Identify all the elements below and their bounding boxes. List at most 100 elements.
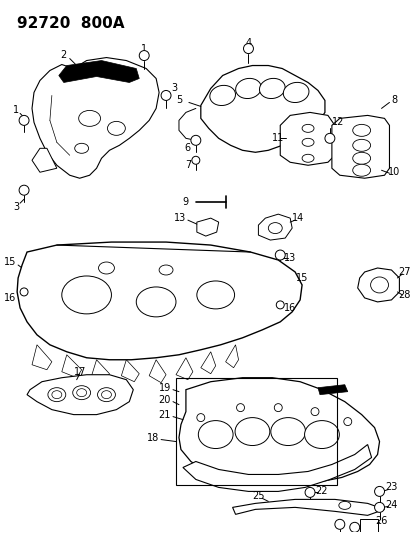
Ellipse shape	[259, 78, 285, 99]
Text: 3: 3	[13, 202, 19, 212]
Text: 27: 27	[397, 267, 410, 277]
Ellipse shape	[235, 78, 261, 99]
Text: 23: 23	[385, 482, 397, 492]
Circle shape	[139, 51, 149, 61]
Circle shape	[304, 487, 314, 497]
Text: 18: 18	[147, 433, 159, 442]
Polygon shape	[149, 360, 166, 383]
Text: 25: 25	[252, 491, 264, 502]
Ellipse shape	[136, 287, 176, 317]
Circle shape	[343, 417, 351, 425]
Polygon shape	[331, 116, 389, 178]
Polygon shape	[32, 148, 57, 172]
Ellipse shape	[101, 391, 111, 399]
Bar	[176, 378, 336, 486]
Ellipse shape	[352, 152, 370, 164]
Polygon shape	[200, 66, 324, 152]
Polygon shape	[121, 360, 139, 382]
Ellipse shape	[282, 83, 308, 102]
Polygon shape	[59, 61, 139, 83]
Polygon shape	[22, 262, 40, 278]
Circle shape	[324, 133, 334, 143]
Polygon shape	[258, 214, 292, 240]
Ellipse shape	[78, 110, 100, 126]
Ellipse shape	[270, 417, 305, 446]
Polygon shape	[178, 378, 379, 484]
Polygon shape	[183, 445, 371, 491]
Ellipse shape	[301, 139, 313, 147]
Ellipse shape	[370, 277, 387, 293]
Text: 2: 2	[61, 50, 67, 60]
Circle shape	[190, 135, 200, 146]
Circle shape	[236, 403, 244, 411]
Circle shape	[161, 91, 171, 100]
Text: 20: 20	[158, 394, 171, 405]
Text: 15: 15	[295, 273, 308, 283]
Polygon shape	[357, 268, 399, 302]
Text: 26: 26	[375, 516, 387, 526]
Ellipse shape	[235, 417, 269, 446]
Polygon shape	[232, 499, 384, 515]
Circle shape	[374, 503, 384, 512]
Circle shape	[275, 250, 285, 260]
Text: 1: 1	[141, 44, 147, 54]
Text: 28: 28	[397, 290, 410, 300]
Text: 15: 15	[4, 257, 16, 267]
Ellipse shape	[352, 164, 370, 176]
Ellipse shape	[107, 122, 125, 135]
Polygon shape	[17, 242, 301, 360]
Circle shape	[349, 522, 359, 532]
Ellipse shape	[198, 421, 233, 449]
Polygon shape	[176, 358, 192, 379]
Ellipse shape	[74, 143, 88, 154]
Polygon shape	[200, 352, 215, 374]
Text: 13: 13	[173, 213, 185, 223]
Text: 16: 16	[4, 293, 16, 303]
Circle shape	[191, 156, 199, 164]
Text: 6: 6	[184, 143, 190, 154]
Ellipse shape	[159, 265, 173, 275]
Circle shape	[274, 403, 282, 411]
Text: 8: 8	[390, 95, 396, 106]
Ellipse shape	[301, 124, 313, 132]
Text: 16: 16	[283, 303, 296, 313]
Polygon shape	[27, 375, 133, 415]
Circle shape	[19, 116, 29, 125]
Polygon shape	[62, 355, 81, 378]
Text: 19: 19	[159, 383, 171, 393]
Text: 11: 11	[271, 133, 284, 143]
Circle shape	[374, 487, 384, 496]
Circle shape	[310, 408, 318, 416]
Ellipse shape	[73, 386, 90, 400]
Polygon shape	[278, 276, 295, 292]
Ellipse shape	[196, 281, 234, 309]
Text: 92720  800A: 92720 800A	[17, 15, 124, 31]
Ellipse shape	[352, 124, 370, 136]
Circle shape	[275, 301, 284, 309]
Circle shape	[196, 414, 204, 422]
Ellipse shape	[48, 387, 66, 402]
Text: 5: 5	[176, 95, 182, 106]
Ellipse shape	[98, 262, 114, 274]
Text: 14: 14	[291, 213, 304, 223]
Polygon shape	[91, 360, 109, 382]
Text: 9: 9	[183, 197, 188, 207]
Circle shape	[19, 185, 29, 195]
Text: 3: 3	[171, 84, 177, 93]
Ellipse shape	[304, 421, 339, 449]
Text: 12: 12	[331, 117, 343, 127]
Ellipse shape	[268, 223, 282, 233]
Ellipse shape	[301, 154, 313, 162]
Text: 24: 24	[385, 500, 397, 511]
Text: 10: 10	[387, 167, 400, 177]
Ellipse shape	[76, 389, 86, 397]
Polygon shape	[317, 385, 347, 394]
Circle shape	[20, 288, 28, 296]
Text: 4: 4	[245, 38, 251, 47]
Polygon shape	[196, 218, 218, 236]
Ellipse shape	[62, 276, 111, 314]
Polygon shape	[280, 112, 334, 165]
Bar	[359, 519, 377, 533]
Text: 13: 13	[283, 253, 296, 263]
Text: 22: 22	[315, 487, 328, 496]
